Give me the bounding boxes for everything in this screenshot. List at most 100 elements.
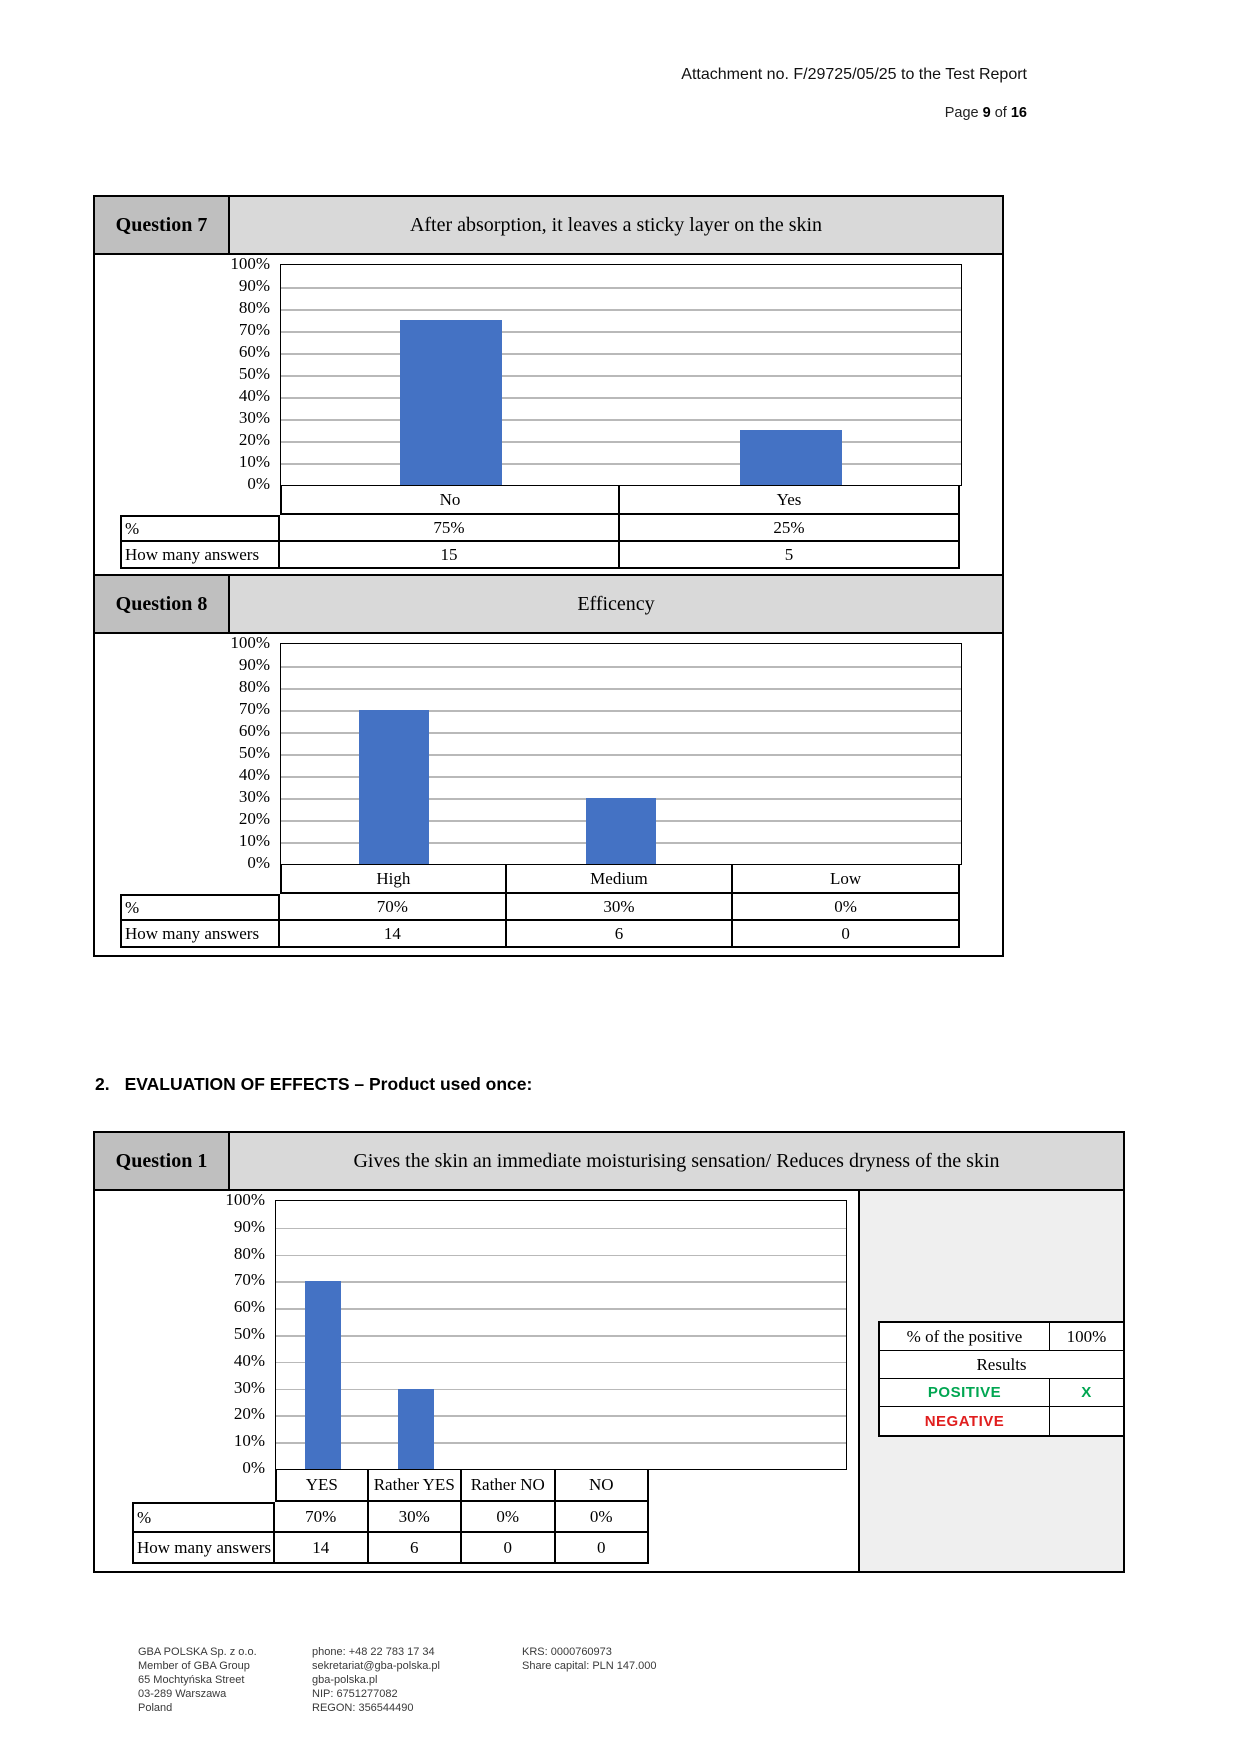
footer-column-contact: phone: +48 22 783 17 34 sekretariat@gba-p…: [312, 1646, 440, 1714]
question-description: After absorption, it leaves a sticky lay…: [230, 197, 1002, 253]
negative-mark: [1050, 1407, 1123, 1435]
positive-label: POSITIVE: [880, 1379, 1050, 1406]
question-header: Question 8 Efficency: [95, 576, 1002, 634]
table-cell: Low: [733, 865, 960, 894]
table-cell: YES: [275, 1470, 369, 1502]
gridline: [281, 688, 961, 690]
section-number: 2.: [95, 1074, 110, 1094]
y-tick-label: 50%: [233, 1324, 265, 1343]
question-7-block: Question 7 After absorption, it leaves a…: [93, 195, 1004, 578]
y-tick-label: 60%: [233, 1297, 265, 1317]
table-cell: 70%: [275, 1502, 369, 1533]
results-header: Results: [976, 1354, 1027, 1374]
percent-row: % 70% 30% 0% 0%: [132, 1502, 858, 1533]
table-cell: 5: [620, 542, 960, 569]
table-cell: 30%: [368, 1502, 462, 1533]
gridline: [281, 441, 961, 443]
question-header: Question 1 Gives the skin an immediate m…: [95, 1133, 1123, 1191]
bar-chart: 100% 90% 80% 70% 60% 50% 40% 30% 20% 10% 0% High Me…: [95, 633, 1002, 955]
row-label-answers: How many answers: [120, 542, 280, 569]
table-cell: 0: [733, 921, 960, 948]
bar-chart: 100% 90% 80% 70% 60% 50% 40% 30% 20% 10% 0% No Yes …: [95, 254, 1002, 576]
gridline: [281, 375, 961, 377]
plot-area: [280, 264, 962, 486]
y-tick-label: 20%: [238, 809, 270, 828]
table-cell: 14: [280, 921, 507, 948]
table-cell: 0: [555, 1533, 649, 1564]
row-label-percent: %: [120, 515, 280, 542]
y-tick-label: 10%: [233, 1431, 265, 1451]
y-tick-label: 100%: [230, 254, 270, 273]
positive-percent-label: % of the positive: [880, 1323, 1050, 1350]
table-cell: 0: [462, 1533, 556, 1564]
question-header: Question 7 After absorption, it leaves a…: [95, 197, 1002, 255]
results-table: % of the positive 100% Results POSITIVE …: [878, 1321, 1125, 1437]
y-tick-label: 70%: [238, 699, 270, 718]
y-tick-label: 50%: [238, 743, 270, 762]
page-word: Page: [944, 105, 983, 121]
bar: [586, 798, 656, 864]
question-8-block: Question 8 Efficency 100% 90% 80% 70% 60% 50%…: [93, 574, 1004, 957]
gridline: [281, 754, 961, 756]
bar: [400, 320, 502, 485]
y-tick-label: 60%: [238, 342, 270, 361]
y-tick-label: 20%: [238, 430, 270, 449]
results-header-row: Results: [880, 1351, 1123, 1379]
y-tick-label: 20%: [233, 1404, 265, 1424]
y-tick-label: 40%: [238, 386, 270, 405]
gridline: [276, 1442, 846, 1444]
y-tick-label: 30%: [238, 408, 270, 427]
y-tick-label: 40%: [238, 765, 270, 784]
y-axis: 100% 90% 80% 70% 60% 50% 40% 30% 20% 10% 0%: [120, 633, 280, 872]
row-label-percent: %: [120, 894, 280, 921]
table-cell: 6: [506, 921, 734, 948]
y-axis: 100% 90% 80% 70% 60% 50% 40% 30% 20% 10% 0%: [120, 254, 280, 493]
section-heading: 2. EVALUATION OF EFFECTS – Product used o…: [95, 1074, 532, 1095]
gridline: [281, 463, 961, 465]
question-description: Gives the skin an immediate moisturising…: [230, 1133, 1123, 1189]
y-tick-label: 50%: [238, 364, 270, 383]
bar: [740, 430, 842, 485]
y-tick-label: 0%: [247, 474, 270, 493]
y-tick-label: 100%: [225, 1190, 265, 1209]
y-tick-label: 100%: [230, 633, 270, 652]
plot-area: [280, 643, 962, 865]
table-cell: 70%: [280, 894, 507, 921]
page-number: 9: [982, 105, 991, 121]
y-tick-label: 0%: [242, 1458, 265, 1477]
section-title: EVALUATION OF EFFECTS – Product used onc…: [124, 1074, 533, 1094]
y-tick-label: 90%: [238, 655, 270, 674]
table-cell: NO: [555, 1470, 649, 1502]
attachment-line: Attachment no. F/29725/05/25 to the Test…: [681, 66, 1027, 83]
footer-column-address: GBA POLSKA Sp. z o.o. Member of GBA Group…: [138, 1646, 257, 1714]
plot-area: [275, 1200, 847, 1470]
answers-row: How many answers 14 6 0: [120, 921, 1002, 948]
y-tick-label: 80%: [233, 1243, 265, 1263]
gridline: [276, 1388, 846, 1391]
gridline: [276, 1361, 846, 1364]
bar: [304, 1281, 341, 1469]
table-cell: High: [280, 865, 507, 894]
gridline: [276, 1308, 846, 1310]
percent-row: % 70% 30% 0%: [120, 894, 1002, 921]
category-row: No Yes: [120, 486, 1002, 515]
gridline: [281, 776, 961, 778]
y-tick-label: 90%: [238, 276, 270, 295]
positive-row: POSITIVE X: [880, 1379, 1123, 1407]
page-indicator: Page 9 of 16: [945, 105, 1027, 121]
y-tick-label: 10%: [238, 452, 270, 471]
table-cell: 0%: [462, 1502, 556, 1533]
question-title: Question 8: [95, 576, 230, 632]
gridline: [281, 732, 961, 734]
table-cell: 15: [280, 542, 620, 569]
question-description: Efficency: [230, 576, 1002, 632]
y-tick-label: 40%: [233, 1350, 265, 1370]
footer: GBA POLSKA Sp. z o.o. Member of GBA Group…: [138, 1645, 742, 1715]
bar: [359, 710, 430, 864]
row-label-percent: %: [132, 1502, 275, 1533]
y-tick-label: 30%: [238, 787, 270, 806]
table-cell: 0%: [733, 894, 960, 921]
row-label-answers: How many answers: [120, 921, 280, 948]
y-tick-label: 10%: [238, 831, 270, 850]
y-tick-label: 70%: [238, 320, 270, 339]
